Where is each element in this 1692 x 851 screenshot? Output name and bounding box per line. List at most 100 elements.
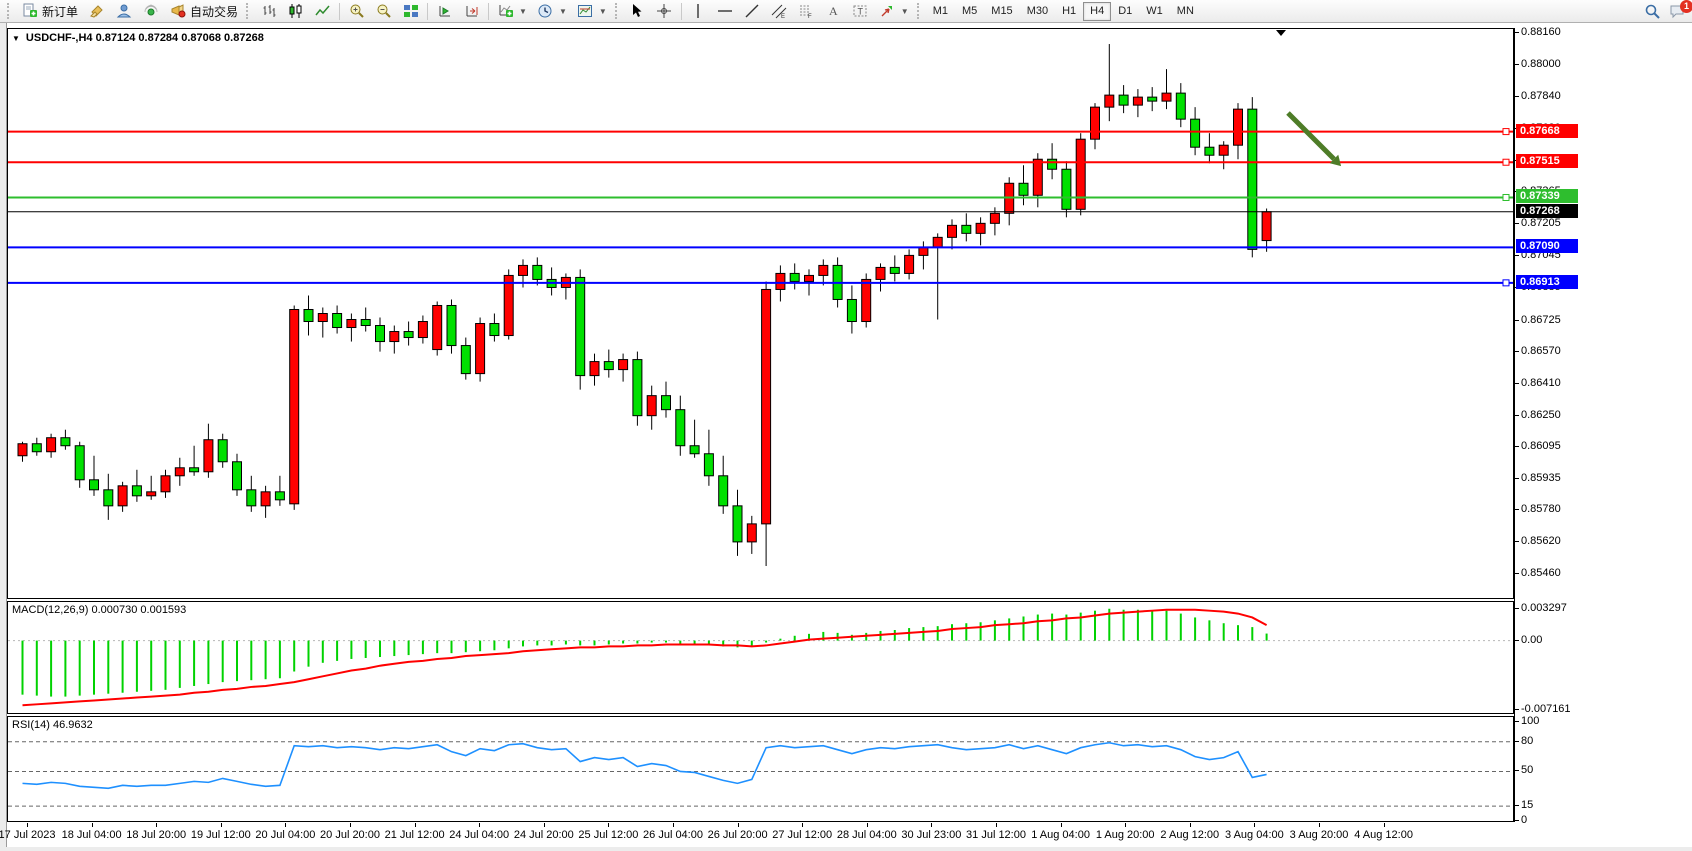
- candle-body: [403, 331, 414, 339]
- fibonacci-button[interactable]: F: [793, 0, 820, 22]
- timeframe-MN[interactable]: MN: [1176, 4, 1194, 17]
- candle-body: [689, 445, 700, 455]
- price-tick-label: 0.88000: [1521, 58, 1561, 71]
- candle-body: [1233, 108, 1243, 146]
- time-tick-label: 18 Jul 04:00: [61, 829, 122, 841]
- chat-icon[interactable]: 1: [1669, 0, 1692, 20]
- candles-series: [17, 44, 1272, 566]
- price-tick-label: 0.86570: [1521, 344, 1561, 357]
- main-chart-panel[interactable]: [7, 28, 1514, 599]
- search-icon[interactable]: [1644, 4, 1661, 20]
- timeframe-W1[interactable]: W1: [1146, 4, 1163, 17]
- candlestick-chart: [8, 30, 1513, 566]
- time-tick-mark: [543, 823, 545, 827]
- price-tick-mark: [1514, 382, 1519, 384]
- candle-body: [575, 276, 586, 377]
- rsi-line: [22, 741, 1267, 790]
- cursor-button[interactable]: [624, 0, 651, 22]
- candle-body: [1090, 106, 1100, 140]
- svg-text:A: A: [829, 4, 838, 18]
- periods-button[interactable]: ▼: [532, 0, 572, 22]
- line-chart-icon: [314, 3, 331, 19]
- candle-body: [732, 505, 743, 543]
- price-tick-label: 0.85935: [1521, 471, 1561, 484]
- candlestick-chart-button[interactable]: [282, 0, 309, 22]
- equidistant-channel-icon: E: [771, 3, 788, 19]
- timeframe-H1[interactable]: H1: [1062, 4, 1077, 17]
- line-anchor: [1502, 193, 1510, 201]
- candle-body: [317, 313, 328, 323]
- notification-badge: 1: [1680, 0, 1692, 13]
- candle-body: [532, 264, 543, 280]
- price-tick-mark: [1514, 572, 1519, 574]
- timeframe-M1[interactable]: M1: [932, 4, 948, 17]
- crosshair-button[interactable]: [651, 0, 678, 22]
- time-tick-label: 17 Jul 2023: [0, 829, 56, 841]
- price-tick-label: 0.87840: [1521, 90, 1561, 103]
- autotrading-icon: [169, 3, 186, 19]
- horizontal-line-button[interactable]: [712, 0, 739, 22]
- auto-trading-button[interactable]: 自动交易: [164, 0, 243, 22]
- chart-title: ▼ USDCHF-,H4 0.87124 0.87284 0.87068 0.8…: [12, 32, 264, 44]
- price-line-label: 0.87668: [1516, 123, 1578, 138]
- candle-body: [1047, 158, 1058, 170]
- macd-signal-line: [22, 608, 1268, 707]
- toolbar-drag-handle[interactable]: [246, 3, 252, 19]
- price-tick-mark: [1514, 223, 1519, 225]
- vertical-line-icon: [690, 3, 707, 19]
- time-tick-label: 26 Jul 04:00: [643, 829, 703, 841]
- rsi-panel[interactable]: [7, 716, 1514, 822]
- chart-menu-icon[interactable]: ▼: [12, 33, 20, 43]
- line-chart-button[interactable]: [309, 0, 336, 22]
- toolbar-drag-handle[interactable]: [614, 3, 621, 19]
- zoom-in-button[interactable]: [343, 0, 370, 22]
- time-tick-mark: [737, 823, 739, 827]
- text-button[interactable]: A: [820, 0, 847, 22]
- zoom-out-button[interactable]: [370, 0, 397, 22]
- timeframe-M30[interactable]: M30: [1026, 4, 1049, 17]
- trendline-button[interactable]: [739, 0, 766, 22]
- candle-body: [975, 222, 986, 234]
- text-label-button[interactable]: T: [847, 0, 874, 22]
- chart-shift-button[interactable]: [431, 0, 458, 22]
- bar-chart-button[interactable]: [255, 0, 282, 22]
- candle-body: [1175, 92, 1186, 120]
- candle-body: [846, 298, 857, 323]
- candle-body: [1061, 168, 1072, 210]
- templates-button[interactable]: ▼: [572, 0, 612, 22]
- candle-body: [646, 395, 657, 417]
- candle-body: [217, 439, 228, 463]
- macd-panel[interactable]: [7, 601, 1514, 714]
- candle-body: [389, 331, 400, 343]
- profile-button[interactable]: [110, 0, 137, 22]
- time-tick-label: 18 Jul 20:00: [126, 829, 187, 841]
- timeframe-D1[interactable]: D1: [1118, 4, 1133, 17]
- tile-windows-button[interactable]: [397, 0, 424, 22]
- svg-text:E: E: [781, 14, 785, 19]
- price-tick-mark: [1514, 350, 1519, 352]
- equidistant-channel-button[interactable]: E: [766, 0, 793, 22]
- new-order-button[interactable]: 新订单: [16, 0, 83, 22]
- arrows-button[interactable]: ▼: [874, 0, 914, 22]
- toolbar-drag-handle[interactable]: [916, 3, 923, 19]
- indicators-button[interactable]: ▼: [492, 0, 532, 22]
- chart-autoscroll-button[interactable]: [458, 0, 485, 22]
- candle-body: [1104, 94, 1115, 108]
- cleaner-button[interactable]: [83, 0, 110, 22]
- candle-body: [1261, 211, 1272, 242]
- toolbar-drag-handle[interactable]: [7, 3, 13, 19]
- rsi-label: RSI(14) 46.9632: [12, 719, 93, 731]
- macd-tick-mark: [1514, 607, 1519, 609]
- price-tick-label: 0.86095: [1521, 439, 1561, 452]
- time-tick-label: 25 Jul 12:00: [578, 829, 639, 841]
- candle-body: [618, 359, 629, 371]
- crosshair-icon: [656, 3, 673, 19]
- timeframe-M15[interactable]: M15: [991, 4, 1013, 17]
- time-tick-label: 24 Jul 20:00: [513, 829, 574, 841]
- vertical-line-button[interactable]: [685, 0, 712, 22]
- timeframe-H4[interactable]: H4: [1083, 1, 1112, 21]
- timeframe-M5[interactable]: M5: [962, 4, 978, 17]
- rsi-tick-label: 15: [1521, 799, 1534, 812]
- horizontal-line-icon: [717, 3, 734, 19]
- signal-button[interactable]: [137, 0, 164, 22]
